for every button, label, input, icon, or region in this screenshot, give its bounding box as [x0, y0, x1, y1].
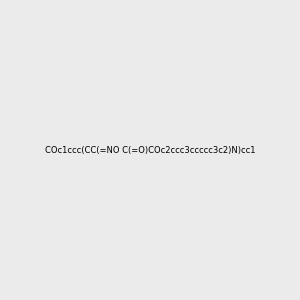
Text: COc1ccc(CC(=NO C(=O)COc2ccc3ccccc3c2)N)cc1: COc1ccc(CC(=NO C(=O)COc2ccc3ccccc3c2)N)c…	[45, 146, 255, 154]
